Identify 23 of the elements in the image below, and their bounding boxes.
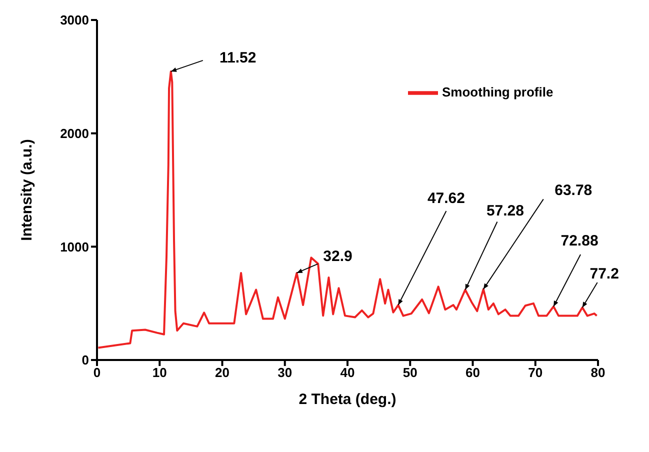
- x-tick-label: 50: [402, 365, 418, 380]
- annotation: 11.52: [220, 49, 256, 66]
- y-tick-label: 2000: [60, 126, 89, 141]
- annotation: 72.88: [560, 232, 598, 250]
- x-tick-label: 20: [215, 365, 230, 380]
- x-tick-label: 70: [528, 365, 543, 380]
- annotation: 57.28: [486, 202, 524, 220]
- y-tick-label: 1000: [60, 239, 89, 254]
- annotation: 47.62: [427, 190, 465, 207]
- annotation: 77.2: [590, 265, 619, 282]
- y-tick-label: 0: [82, 352, 89, 368]
- x-tick-label: 40: [340, 365, 355, 380]
- x-tick-label: 80: [590, 365, 606, 380]
- y-axis-title: Intensity (a.u.): [18, 139, 36, 241]
- annotation: 63.78: [554, 182, 592, 200]
- x-tick-label: 0: [93, 365, 101, 380]
- x-axis-title: 2 Theta (deg.): [298, 391, 396, 408]
- annotation: 32.9: [323, 248, 352, 265]
- x-tick-label: 60: [466, 365, 480, 380]
- y-tick-label: 3000: [60, 12, 89, 28]
- x-tick-label: 10: [152, 365, 167, 380]
- x-tick-label: 30: [278, 365, 292, 380]
- legend-label: Smoothing profile: [442, 84, 554, 100]
